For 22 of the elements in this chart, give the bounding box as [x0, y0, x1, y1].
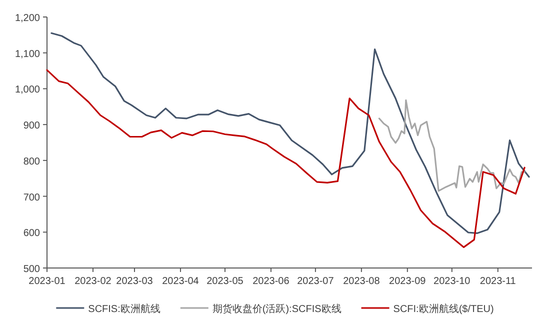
- y-tick-label: 1,100: [14, 48, 40, 60]
- legend-label: 期货收盘价(活跃):SCFIS欧线: [212, 303, 342, 315]
- y-tick-label: 700: [23, 192, 40, 204]
- y-tick-label: 900: [23, 120, 40, 132]
- legend-label: SCFI:欧洲航线($/TEU): [393, 303, 494, 315]
- x-tick-label: 2023-04: [162, 276, 200, 287]
- x-tick-label: 2023-09: [389, 276, 426, 287]
- x-tick-label: 2023-07: [297, 276, 334, 287]
- legend-label: SCFIS:欧洲航线: [88, 303, 160, 315]
- x-tick-label: 2023-11: [480, 276, 516, 287]
- y-tick-label: 600: [23, 228, 40, 240]
- y-tick-label: 800: [23, 156, 40, 168]
- x-tick-label: 2023-03: [116, 276, 154, 287]
- y-tick-label: 500: [23, 264, 40, 275]
- y-tick-label: 1,000: [14, 84, 40, 96]
- x-tick-label: 2023-01: [28, 276, 66, 287]
- x-tick-label: 2023-02: [74, 276, 112, 287]
- x-tick-label: 2023-06: [252, 276, 290, 287]
- y-tick-label: 1,200: [14, 13, 40, 24]
- x-tick-label: 2023-05: [206, 276, 244, 287]
- x-tick-label: 2023-08: [343, 276, 380, 287]
- x-tick-label: 2023-10: [434, 276, 471, 287]
